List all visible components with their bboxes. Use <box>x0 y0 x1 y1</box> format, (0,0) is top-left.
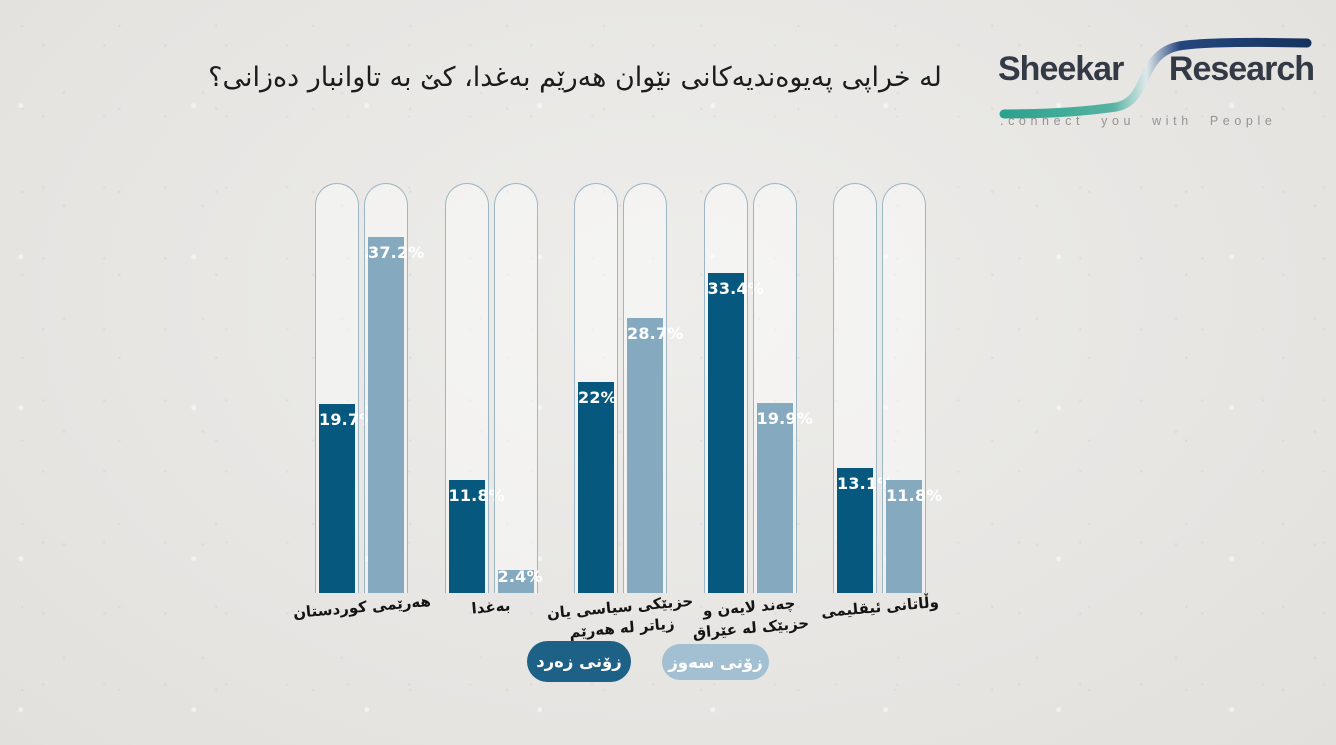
legend-yellow-zone-pill[interactable]: زۆنی زەرد <box>527 641 631 682</box>
bar-value-label: 19.9% <box>756 409 814 428</box>
bar-track: 28.7% <box>623 183 683 593</box>
bar-fill <box>707 273 744 593</box>
bar-track: 11.8% <box>444 183 505 593</box>
logo-tagline: .connect you with People <box>1000 114 1277 128</box>
bar-track: 19.7% <box>315 183 375 593</box>
bar-track: 2.4% <box>493 183 542 593</box>
bar-fill <box>448 480 485 593</box>
bar-track: 13.1% <box>833 183 893 593</box>
bar-fill <box>886 480 922 593</box>
bar-value-label: 13.1% <box>837 474 894 493</box>
bar-track: 33.4% <box>703 183 764 593</box>
bar-track: 22% <box>574 183 618 593</box>
bar-fill <box>319 404 355 593</box>
bar-track: 11.8% <box>882 183 942 593</box>
bar-fill <box>756 403 793 593</box>
bar-value-label: 22% <box>578 388 617 407</box>
logo-swoosh-icon <box>999 37 1312 119</box>
bar-fill <box>497 570 534 593</box>
logo-brand-second: Research <box>1168 50 1315 88</box>
bar-value-label: 2.4% <box>497 567 543 586</box>
chart-title: له خراپی پەیوەندیەکانی نێوان هەرێم بەغدا… <box>208 62 942 93</box>
bar-value-label: 11.8% <box>448 486 506 505</box>
bar-value-label: 19.7% <box>319 410 376 429</box>
bar-fill <box>837 468 873 593</box>
bar-fill <box>368 237 404 593</box>
bar-value-label: 33.4% <box>707 279 765 298</box>
bar-fill <box>578 382 614 593</box>
bar-track: 19.9% <box>752 183 813 593</box>
sheekar-research-logo: Sheekar Research .connect you with Peopl… <box>998 30 1315 138</box>
bar-value-label: 37.2% <box>368 243 425 262</box>
logo-brand-first: Sheekar <box>998 50 1124 88</box>
bar-track: 37.2% <box>364 183 424 593</box>
legend-green-zone-pill[interactable]: زۆنی سەوز <box>662 644 769 680</box>
bar-fill <box>627 318 663 593</box>
bar-value-label: 28.7% <box>627 324 684 343</box>
bar-value-label: 11.8% <box>886 486 943 505</box>
